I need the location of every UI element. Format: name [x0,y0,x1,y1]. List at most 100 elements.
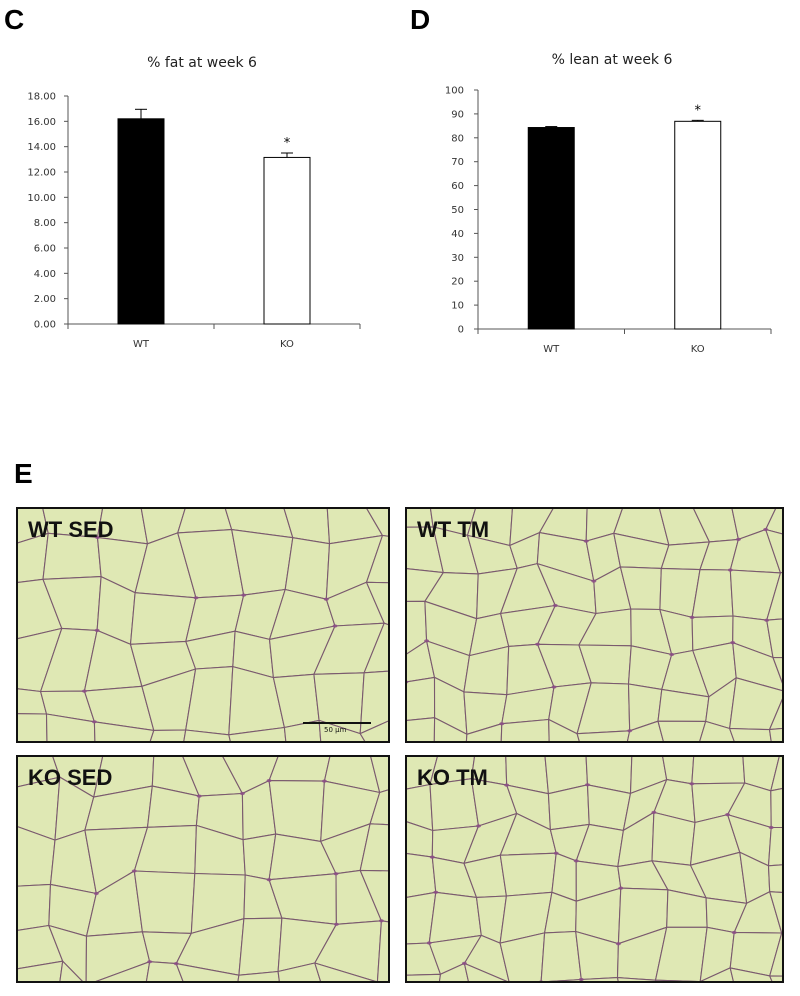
cell-nucleus [578,977,584,981]
cell-nucleus [551,685,557,689]
cell-nucleus [476,824,481,828]
adipocyte-cell [268,780,325,842]
adipocyte-cell [768,727,782,741]
cell-nucleus [333,872,339,876]
cell-nucleus [433,890,439,894]
adipocyte-cell [499,932,546,981]
adipocyte-cell [576,730,631,741]
scale-bar-label: 50 µm [324,726,347,734]
adipocyte-cell [359,869,388,923]
x-category-label: KO [691,344,705,355]
adipocyte-cell [359,823,388,872]
cell-nucleus [615,942,621,946]
cell-nucleus [94,628,100,632]
adipocyte-cell [548,718,580,741]
cell-nucleus [535,642,541,646]
adipocyte-cell [365,534,388,584]
cell-nucleus [689,615,695,619]
cell-nucleus [553,851,559,855]
adipocyte-cell [626,720,664,741]
panel-label-c: C [4,4,25,35]
y-tick-label: 60 [451,181,464,192]
y-tick-label: 0 [458,325,464,336]
adipocyte-cell [657,720,707,741]
adipocyte-cell [363,622,388,674]
cell-nucleus [241,593,247,597]
adipocyte-cell [463,962,508,981]
adipocyte-cell [765,528,782,574]
cell-nucleus [196,794,202,798]
y-tick-label: 100 [445,86,464,97]
adipocyte-cell [370,757,388,794]
adipocyte-cell [691,757,746,785]
adipocyte-cell [769,932,782,977]
adipocyte-cell [48,924,88,981]
cell-nucleus [321,779,327,783]
adipocyte-cell [769,891,782,934]
adipocyte-cell [766,571,782,621]
y-tick-label: 10.00 [27,193,56,204]
adipocyte-cell [177,509,233,534]
chart-lean-week6: % lean at week 6 0 10 20 30 40 50 60 70 80 90 100 WT… [445,52,772,355]
adipocyte-cell [438,962,469,981]
cell-nucleus [730,641,736,645]
adipocyte-cell [699,720,735,741]
cell-nucleus [725,813,731,817]
y-tick-label: 14.00 [27,142,56,153]
cell-nucleus [91,720,97,724]
adipocyte-cell [95,961,151,981]
micrograph-label: KO SED [28,765,113,790]
cell-nucleus [731,930,737,935]
cell-nucleus [583,539,589,543]
cell-nucleus [735,537,741,541]
bar-ko [263,156,311,325]
micrograph-ko-tm: KO TM [405,755,784,983]
adipocyte-cell [407,973,442,981]
adipocyte-cell [548,978,582,981]
cell-nucleus [266,779,272,783]
adipocyte-cell [767,826,782,867]
panel-label-d: D [410,4,431,35]
micrograph-label: KO TM [417,765,488,790]
cell-nucleus [768,825,774,830]
adipocyte-cell [318,719,366,741]
y-tick-label: 90 [451,109,464,120]
x-category-label: WT [543,344,560,355]
adipocyte-cell [407,853,437,898]
x-category-label: KO [280,339,294,350]
adipocyte-cell [45,713,96,741]
adipocyte-cell [768,698,782,731]
y-tick-label: 50 [451,205,464,216]
adipose-tissue-image [407,757,782,981]
adipocyte-cell [729,967,773,981]
adipocyte-cell [314,962,376,981]
cell-nucleus [618,886,624,890]
cell-nucleus [763,527,769,532]
cell-nucleus [193,596,199,600]
y-tick-label: 80 [451,133,464,144]
cell-nucleus [424,639,430,643]
significance-marker: * [695,103,702,118]
cell-nucleus [239,791,245,796]
adipocyte-cell [770,757,782,792]
adipocyte-cell [766,618,782,659]
chart-fat-week6: % fat at week 6 0.00 2.00 4.00 6.00 8.00 10.00… [27,55,361,350]
y-tick-label: 2.00 [34,294,56,305]
cell-nucleus [323,597,329,601]
micrograph-label: WT TM [417,517,490,542]
adipocyte-cell [93,721,155,741]
bar-wt [117,118,165,325]
adipocyte-cell [59,960,83,981]
adipocyte-cell [238,917,283,976]
cell-nucleus [266,878,272,882]
y-tick-label: 10 [451,301,464,312]
cell-nucleus [81,689,87,693]
cell-nucleus [407,680,409,684]
adipocyte-cell [129,592,197,645]
adipocyte-cell [284,537,331,600]
adipose-tissue-image [18,757,388,981]
y-tick-label: 20 [451,277,464,288]
cell-nucleus [332,624,338,628]
adipocyte-cell [366,509,388,537]
x-category-label: WT [133,339,150,350]
